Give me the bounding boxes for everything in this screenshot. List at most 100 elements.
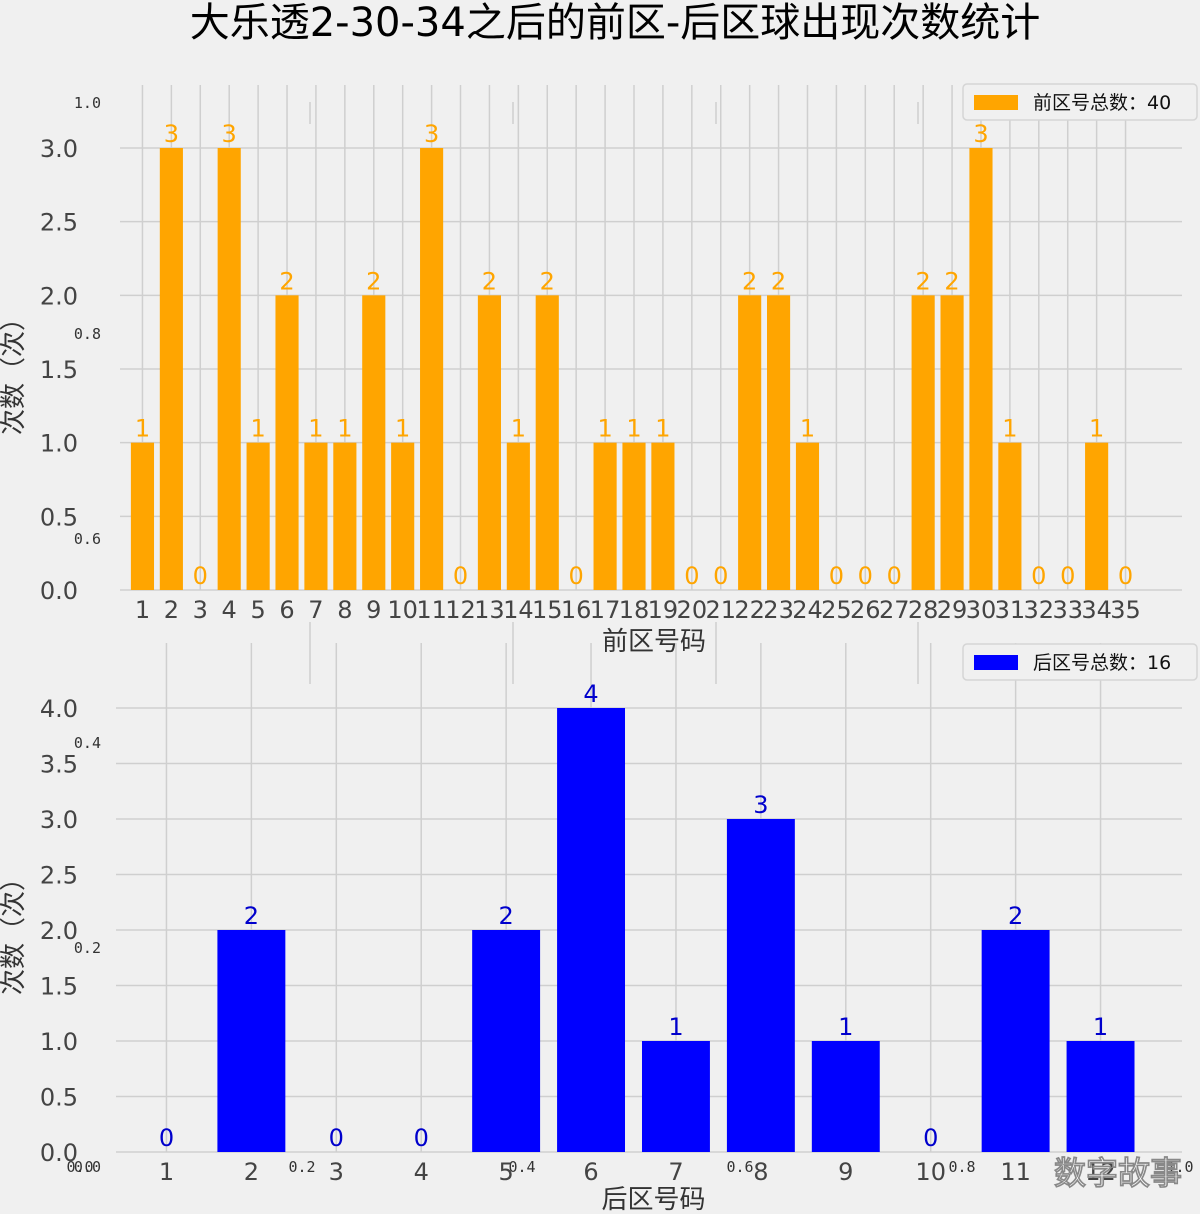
bar-value-label: 0 [1060, 562, 1075, 590]
bar-13 [477, 295, 501, 590]
bar-value-label: 1 [308, 415, 323, 443]
bar-19 [651, 442, 675, 590]
x-tick-label: 23 [763, 596, 794, 624]
bar-value-label: 1 [395, 415, 410, 443]
bar-28 [911, 295, 935, 590]
bar-value-label: 1 [800, 415, 815, 443]
bar-value-label: 1 [1093, 1013, 1108, 1041]
y-axis-label: 次数（次） [0, 305, 29, 435]
bar-11 [981, 930, 1050, 1152]
legend-label: 前区号总数：40 [1033, 92, 1171, 114]
bar-value-label: 0 [193, 562, 208, 590]
bar-8 [333, 442, 357, 590]
bar-value-label: 2 [540, 267, 555, 295]
bar-value-label: 1 [1089, 415, 1104, 443]
bar-value-label: 0 [1118, 562, 1133, 590]
x-tick-label: 15 [532, 596, 563, 624]
x-tick-label: 8 [337, 596, 352, 624]
x-tick-label: 5 [250, 596, 265, 624]
bar-value-label: 2 [771, 267, 786, 295]
x-tick-label: 4 [414, 1158, 429, 1186]
x-tick-label: 2 [244, 1158, 259, 1186]
bar-18 [622, 442, 646, 590]
ghost-y-tick: 0.4 [74, 734, 101, 752]
bar-value-label: 0 [887, 562, 902, 590]
bar-value-label: 4 [583, 680, 598, 708]
x-tick-label: 1 [159, 1158, 174, 1186]
y-tick-label: 3.0 [40, 806, 78, 834]
bar-8 [726, 819, 795, 1152]
bar-value-label: 0 [1031, 562, 1046, 590]
bar-9 [811, 1041, 880, 1152]
bar-value-label: 3 [424, 120, 439, 148]
bar-22 [738, 295, 762, 590]
bar-value-label: 3 [222, 120, 237, 148]
x-tick-label: 19 [648, 596, 679, 624]
legend-box [962, 643, 1198, 681]
ghost-y-tick: 1.0 [74, 94, 101, 112]
x-tick-label: 18 [619, 596, 650, 624]
y-tick-label: 0.0 [40, 577, 78, 605]
bar-value-label: 3 [164, 120, 179, 148]
ghost-y-tick: 0.6 [74, 530, 101, 548]
bar-value-label: 1 [838, 1013, 853, 1041]
x-tick-label: 14 [503, 596, 534, 624]
x-tick-label: 2 [164, 596, 179, 624]
bar-12 [1066, 1041, 1135, 1152]
x-tick-label: 1 [135, 596, 150, 624]
ghost-x-tick: 0.2 [288, 1158, 315, 1176]
bar-29 [940, 295, 964, 590]
ghost-y-tick: 0.8 [74, 325, 101, 343]
bar-value-label: 0 [159, 1124, 174, 1152]
y-tick-label: 2.0 [40, 917, 78, 945]
y-tick-label: 1.5 [40, 356, 78, 384]
bar-9 [362, 295, 386, 590]
bar-11 [420, 148, 444, 590]
bar-value-label: 1 [337, 415, 352, 443]
bar-value-label: 2 [916, 267, 931, 295]
legend-swatch [974, 655, 1018, 670]
y-tick-label: 0.5 [40, 1084, 78, 1112]
x-tick-label: 26 [850, 596, 881, 624]
bar-value-label: 2 [366, 267, 381, 295]
x-tick-label: 10 [915, 1158, 946, 1186]
x-tick-label: 22 [734, 596, 765, 624]
bar-value-label: 0 [569, 562, 584, 590]
x-tick-label: 10 [387, 596, 418, 624]
x-tick-label: 16 [561, 596, 592, 624]
bar-value-label: 0 [829, 562, 844, 590]
x-tick-label: 13 [474, 596, 505, 624]
y-tick-label: 2.5 [40, 209, 78, 237]
bar-34 [1085, 442, 1109, 590]
bar-31 [998, 442, 1022, 590]
x-tick-label: 3 [193, 596, 208, 624]
bar-value-label: 2 [944, 267, 959, 295]
bar-5 [472, 930, 541, 1152]
bar-10 [391, 442, 415, 590]
x-tick-label: 7 [308, 596, 323, 624]
x-tick-label: 24 [792, 596, 823, 624]
bar-value-label: 2 [498, 902, 513, 930]
y-tick-label: 4.0 [40, 695, 78, 723]
ghost-x-tick: 0.6 [726, 1158, 753, 1176]
x-tick-label: 29 [937, 596, 968, 624]
ghost-axis-layer: 0.0 0.2 0.4 0.6 0.8 1.0 1.0 0.8 0.6 0.4 0.2 0.0 [66, 94, 1193, 1176]
x-tick-label: 11 [416, 596, 447, 624]
x-tick-label: 27 [879, 596, 910, 624]
bar-value-label: 1 [668, 1013, 683, 1041]
ghost-x-tick: 0.0 [66, 1158, 93, 1176]
bar-2 [159, 148, 183, 590]
x-tick-label: 21 [705, 596, 736, 624]
bar-6 [275, 295, 299, 590]
bar-24 [795, 442, 820, 590]
bar-value-label: 2 [279, 267, 294, 295]
ghost-y-tick: 0.0 [74, 1158, 101, 1176]
x-tick-label: 12 [445, 596, 476, 624]
bar-5 [246, 442, 270, 590]
x-tick-label: 20 [677, 596, 708, 624]
bar-30 [969, 148, 993, 590]
bar-4 [217, 148, 241, 590]
y-tick-label: 2.0 [40, 282, 78, 310]
legend-swatch [974, 95, 1018, 110]
bar-value-label: 3 [973, 120, 988, 148]
